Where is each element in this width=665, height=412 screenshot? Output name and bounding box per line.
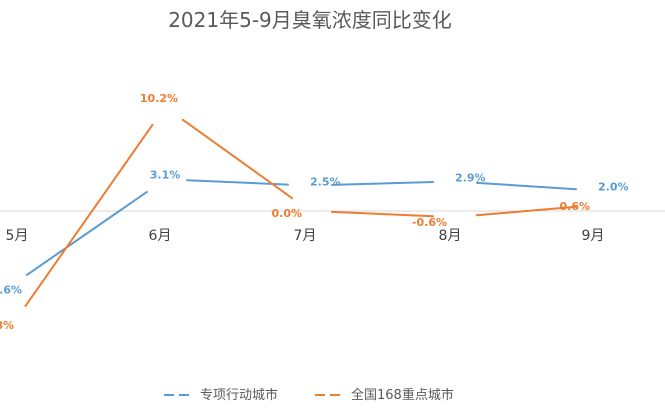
x-tick-label: 5月 <box>6 228 29 244</box>
data-label: 3.1% <box>150 168 181 181</box>
series-line-segment <box>24 123 154 308</box>
data-label: -9.8% <box>0 319 14 332</box>
series-line-segment <box>475 181 578 191</box>
series-lines <box>24 118 578 308</box>
data-label: 2.0% <box>598 181 629 194</box>
data-label: 0.6% <box>559 200 590 213</box>
legend-label: 全国168重点城市 <box>351 387 454 403</box>
chart-title: 2021年5-9月臭氧浓度同比变化 <box>168 8 452 32</box>
data-label: -6.6% <box>0 283 22 296</box>
series-line-segment <box>25 190 148 276</box>
x-tick-label: 7月 <box>294 228 317 244</box>
data-labels: -6.6% 3.1% 2.5% 2.9% 2.0% -9.8% 10.2% 0.0% -0.6%… <box>0 92 629 332</box>
x-tick-label: 9月 <box>582 228 605 244</box>
data-label: -0.6% <box>412 216 447 229</box>
x-axis-ticks: 5月 6月 7月 8月 9月 <box>6 228 605 244</box>
data-label: 10.2% <box>140 92 178 105</box>
x-tick-label: 6月 <box>149 228 172 244</box>
data-label: 2.5% <box>310 176 341 189</box>
series-line-segment <box>475 205 578 217</box>
series-line-segment <box>330 181 435 186</box>
legend-label: 专项行动城市 <box>200 387 278 403</box>
legend: 专项行动城市 全国168重点城市 <box>164 387 454 403</box>
series-line-segment <box>181 118 294 200</box>
x-tick-label: 8月 <box>439 228 462 244</box>
data-label: 2.9% <box>455 171 486 184</box>
data-label: 0.0% <box>271 207 302 220</box>
series-line-segment <box>330 210 435 218</box>
